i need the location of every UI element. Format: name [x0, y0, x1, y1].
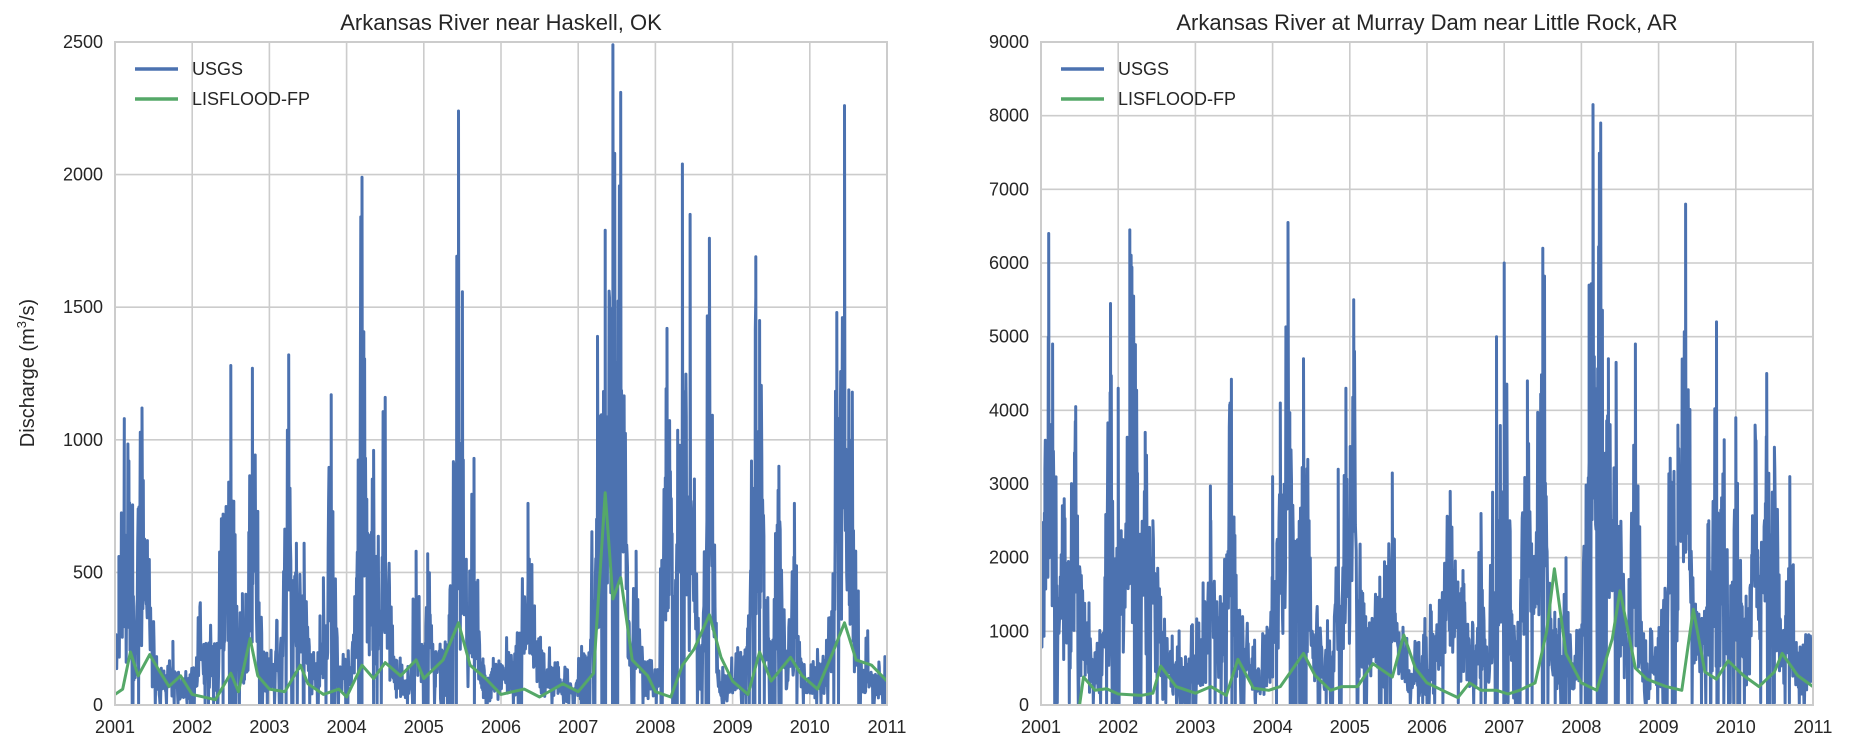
legend-usgs-label: USGS [1118, 59, 1169, 79]
y-tick-label: 9000 [989, 32, 1029, 52]
lisflood-fp-line [115, 491, 887, 702]
x-tick-label: 2006 [1407, 717, 1447, 737]
x-tick-label: 2008 [635, 717, 675, 737]
left-chart-x-ticks: 2001 2002 2003 2004 2005 2006 2007 2008 2009 2010… [95, 717, 906, 737]
x-tick-label: 2011 [868, 717, 907, 737]
x-tick-label: 2007 [1484, 717, 1524, 737]
y-axis-label-tail: /s) [17, 299, 39, 321]
left-chart-y-ticks: 0 500 1000 1500 2000 2500 [63, 32, 103, 715]
left-chart-legend: USGS LISFLOOD-FP [135, 59, 310, 109]
y-tick-label: 2000 [63, 165, 103, 185]
right-chart-y-ticks: 0 1000 2000 3000 4000 5000 6000 7000 8000 9000 [989, 32, 1029, 715]
legend-lisflood-label: LISFLOOD-FP [1118, 89, 1236, 109]
x-tick-label: 2004 [327, 717, 367, 737]
y-tick-label: 1500 [63, 297, 103, 317]
lisflood-fp-line [1078, 567, 1813, 705]
y-axis-label-superscript: 3 [14, 321, 29, 328]
x-tick-label: 2006 [481, 717, 521, 737]
x-tick-label: 2009 [713, 717, 753, 737]
usgs-line [1041, 103, 1813, 705]
y-axis-label: Discharge (m3/s) [14, 299, 39, 447]
x-tick-label: 2010 [1716, 717, 1756, 737]
right-chart-legend: USGS LISFLOOD-FP [1061, 59, 1236, 109]
x-tick-label: 2001 [95, 717, 135, 737]
x-tick-label: 2003 [1175, 717, 1215, 737]
y-tick-label: 4000 [989, 400, 1029, 420]
x-tick-label: 2008 [1561, 717, 1601, 737]
x-tick-label: 2001 [1021, 717, 1061, 737]
y-axis-label-main: Discharge (m [17, 328, 39, 447]
x-tick-label: 2005 [1330, 717, 1370, 737]
right-chart-title: Arkansas River at Murray Dam near Little… [1176, 10, 1677, 35]
legend-lisflood-label: LISFLOOD-FP [192, 89, 310, 109]
x-tick-label: 2002 [1098, 717, 1138, 737]
right-chart-series [1041, 103, 1813, 705]
x-tick-label: 2011 [1794, 717, 1833, 737]
y-tick-label: 2500 [63, 32, 103, 52]
right-chart-x-ticks: 2001 2002 2003 2004 2005 2006 2007 2008 2009 2010… [1021, 717, 1832, 737]
right-chart-panel: Arkansas River at Murray Dam near Little… [989, 10, 1832, 737]
x-tick-label: 2007 [558, 717, 598, 737]
right-chart-frame [1040, 41, 1814, 706]
left-chart-frame [114, 41, 888, 706]
left-chart-title: Arkansas River near Haskell, OK [340, 10, 662, 35]
left-chart-series [115, 43, 887, 705]
x-tick-label: 2003 [249, 717, 289, 737]
left-chart-panel: Arkansas River near Haskell, OK 0 500 1000… [14, 10, 906, 737]
y-tick-label: 5000 [989, 327, 1029, 347]
y-tick-label: 7000 [989, 179, 1029, 199]
y-tick-label: 1000 [63, 430, 103, 450]
y-tick-label: 0 [1019, 695, 1029, 715]
y-tick-label: 8000 [989, 106, 1029, 126]
x-tick-label: 2002 [172, 717, 212, 737]
y-tick-label: 500 [73, 562, 103, 582]
x-tick-label: 2005 [404, 717, 444, 737]
y-tick-label: 1000 [989, 621, 1029, 641]
x-tick-label: 2010 [790, 717, 830, 737]
x-tick-label: 2009 [1639, 717, 1679, 737]
y-tick-label: 6000 [989, 253, 1029, 273]
y-tick-label: 3000 [989, 474, 1029, 494]
legend-usgs-label: USGS [192, 59, 243, 79]
y-tick-label: 0 [93, 695, 103, 715]
y-tick-label: 2000 [989, 548, 1029, 568]
usgs-line [115, 43, 887, 705]
x-tick-label: 2004 [1253, 717, 1293, 737]
